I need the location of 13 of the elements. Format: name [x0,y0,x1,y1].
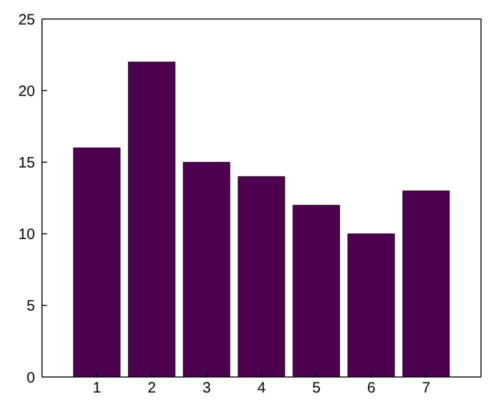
x-tick-label: 2 [148,380,156,397]
x-tick-label: 4 [257,380,266,397]
y-tick-label: 15 [18,154,35,172]
y-tick-label: 10 [18,226,35,244]
x-tick-label: 6 [367,380,376,397]
x-tick-label: 7 [422,380,430,397]
x-tick-label: 1 [92,380,102,397]
x-tick-label: 5 [312,380,321,397]
y-tick-label: 0 [26,369,35,386]
x-tick-label: 3 [202,380,211,397]
y-tick-label: 25 [18,11,35,28]
y-tick-label: 5 [26,298,35,315]
y-tick-label: 20 [18,82,35,100]
